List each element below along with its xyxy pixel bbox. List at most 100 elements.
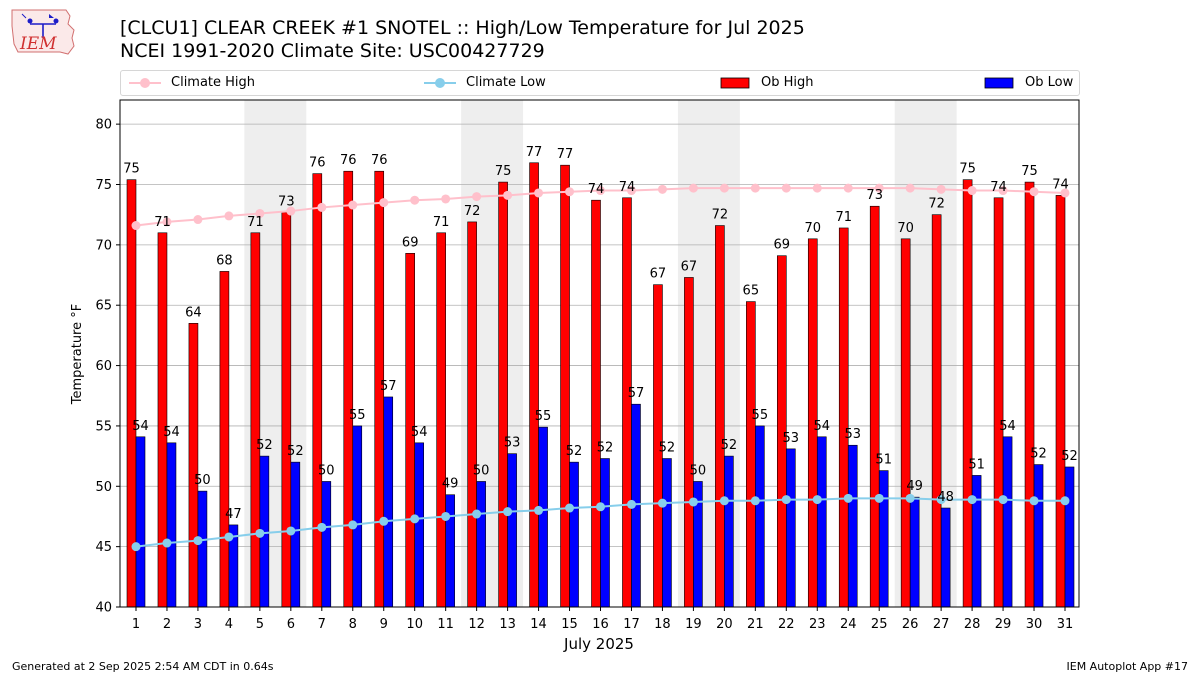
- climate-lines: [131, 183, 1070, 552]
- x-tick-label: 1: [132, 617, 140, 632]
- weather-station-icon: [21, 13, 59, 38]
- ob-high-label: 71: [835, 210, 852, 225]
- ob-high-bar: [993, 197, 1004, 608]
- ob-high-label: 73: [866, 188, 883, 203]
- ob-low-bar: [445, 494, 455, 608]
- x-tick-label: 28: [964, 617, 981, 632]
- ob-high-label: 73: [278, 194, 295, 209]
- ob-high-bar: [436, 232, 446, 608]
- ob-low-label: 52: [721, 438, 738, 453]
- ob-high-label: 75: [959, 162, 976, 177]
- ob-low-bar: [909, 496, 920, 608]
- climate-high-point: [348, 200, 358, 210]
- x-tick-label: 18: [654, 617, 671, 632]
- generated-footer: Generated at 2 Sep 2025 2:54 AM CDT in 0…: [12, 660, 274, 673]
- climate-low-point: [750, 496, 760, 506]
- ob-low-bar: [724, 455, 734, 608]
- x-tick-label: 5: [256, 617, 264, 632]
- ob-low-bar: [940, 507, 951, 608]
- x-tick-label: 14: [530, 617, 547, 632]
- climate-low-point: [565, 503, 575, 513]
- x-tick-label: 19: [685, 617, 702, 632]
- x-tick-label: 2: [163, 617, 171, 632]
- ob-low-bar: [971, 475, 982, 608]
- ob-high-label: 69: [774, 238, 791, 253]
- climate-high-point: [1029, 187, 1039, 197]
- ob-high-bar: [622, 197, 632, 608]
- logo-text: IEM: [19, 34, 57, 54]
- ob-high-bar: [746, 301, 756, 608]
- climate-high-point: [781, 183, 791, 193]
- ob-high-bar: [250, 232, 261, 608]
- chart-subtitle: NCEI 1991-2020 Climate Site: USC00427729: [120, 40, 545, 62]
- ob-low-label: 48: [937, 490, 954, 505]
- ob-low-label: 52: [659, 441, 676, 456]
- ob-low-bar: [538, 426, 548, 608]
- ob-low-label: 54: [411, 425, 428, 440]
- ob-high-label: 71: [247, 215, 264, 230]
- climate-high-point: [224, 211, 234, 221]
- ob-low-label: 50: [473, 463, 490, 478]
- ob-low-label: 50: [194, 473, 211, 488]
- ob-low-bar: [1033, 464, 1044, 608]
- ob-high-label: 72: [464, 204, 481, 219]
- climate-high-point: [503, 190, 513, 200]
- ob-low-label: 49: [442, 477, 459, 492]
- ob-low-bar: [197, 490, 208, 608]
- ob-low-bar: [1002, 436, 1013, 608]
- x-tick-label: 16: [592, 617, 609, 632]
- climate-low-point: [162, 538, 172, 548]
- ob-high-bar: [219, 271, 230, 608]
- x-tick-label: 13: [499, 617, 516, 632]
- x-tick-label: 29: [995, 617, 1012, 632]
- climate-low-point: [596, 502, 605, 512]
- climate-high-point: [410, 195, 420, 205]
- climate-low-point: [998, 495, 1008, 505]
- ob-high-bar: [931, 214, 942, 608]
- app-footer: IEM Autoplot App #17: [1066, 660, 1189, 673]
- legend-swatch: [720, 77, 750, 89]
- climate-low-point: [534, 505, 544, 515]
- climate-low-point: [131, 542, 141, 552]
- ob-low-bar: [414, 442, 425, 608]
- climate-high-point: [874, 183, 884, 193]
- climate-high-point: [131, 221, 141, 231]
- climate-low-point: [286, 526, 296, 536]
- climate-low-point: [657, 498, 667, 508]
- ob-low-label: 52: [287, 444, 304, 459]
- climate-high-point: [162, 217, 172, 227]
- climate-low-point: [379, 516, 389, 526]
- legend-swatch: [129, 78, 161, 88]
- ob-low-label: 55: [752, 408, 769, 423]
- ob-low-label: 54: [813, 419, 830, 434]
- ob-low-label: 53: [844, 427, 861, 442]
- ob-high-bar: [188, 323, 199, 608]
- ob-low-bar: [476, 481, 486, 608]
- ob-high-label: 74: [1052, 177, 1069, 192]
- ob-high-label: 67: [681, 259, 698, 274]
- ob-low-bar: [847, 444, 858, 608]
- ob-low-label: 52: [1061, 449, 1078, 464]
- ob-high-label: 76: [309, 156, 326, 171]
- ob-high-bar: [900, 238, 911, 608]
- climate-low-point: [317, 522, 327, 532]
- ob-high-bar: [498, 181, 508, 608]
- x-tick-label: 27: [933, 617, 950, 632]
- climate-low-point: [193, 536, 203, 546]
- ob-high-bar: [684, 277, 694, 608]
- y-tick-label: 80: [95, 118, 112, 133]
- x-tick-label: 17: [623, 617, 640, 632]
- x-axis-label: July 2025: [563, 635, 634, 653]
- climate-high-point: [936, 184, 946, 194]
- ob-high-bar: [560, 164, 570, 608]
- y-tick-label: 60: [95, 359, 112, 374]
- climate-high-point: [255, 208, 265, 218]
- climate-low-point: [626, 499, 636, 509]
- ob-high-bar: [312, 173, 323, 608]
- x-tick-label: 31: [1057, 617, 1074, 632]
- climate-low-point: [255, 528, 265, 538]
- climate-low-point: [503, 507, 513, 517]
- ob-high-bar: [467, 221, 477, 608]
- climate-high-point: [317, 202, 327, 212]
